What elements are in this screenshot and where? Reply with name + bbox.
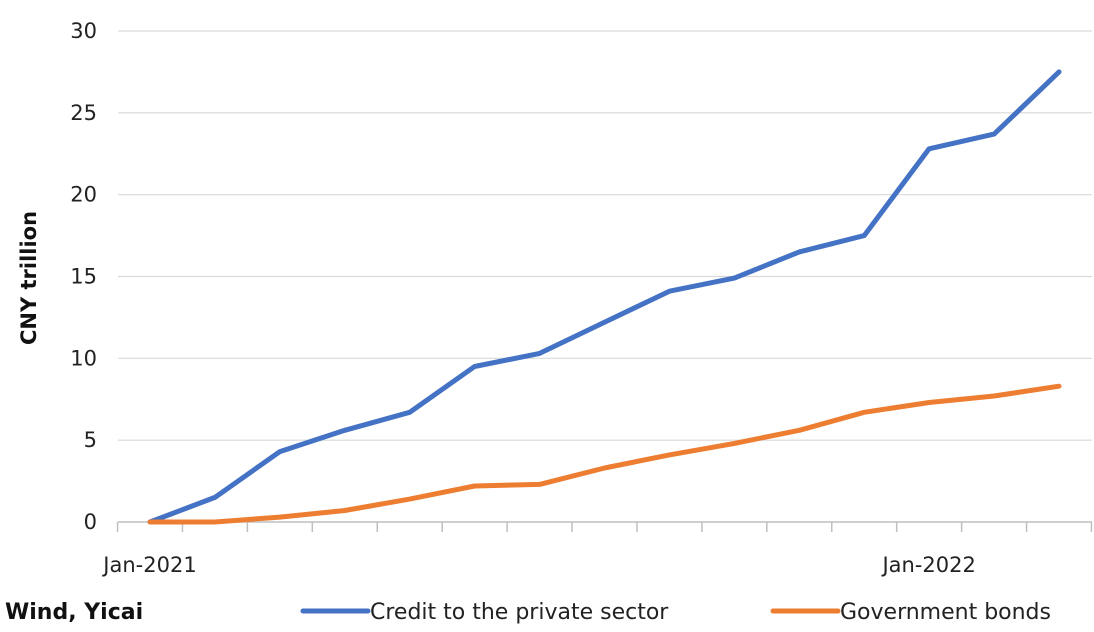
x-tick-label: Jan-2021 [101, 553, 196, 577]
series-line-credit-private-sector [147, 69, 1062, 525]
y-tick-label: 5 [84, 428, 97, 452]
y-axis-title: CNY trillion [17, 211, 41, 345]
legend-label: Credit to the private sector [370, 600, 669, 625]
x-tick-label: Jan-2022 [880, 553, 975, 577]
y-tick-label: 25 [70, 101, 97, 125]
x-axis-tick-labels: Jan-2021 Jan-2022 [101, 553, 976, 577]
gridlines [118, 30, 1092, 441]
y-tick-label: 15 [70, 265, 97, 289]
source-note: Wind, Yicai [5, 600, 143, 625]
x-axis [116, 521, 1093, 532]
legend-label: Government bonds [840, 600, 1051, 625]
y-tick-label: 30 [70, 19, 97, 43]
y-axis-tick-labels: 0 5 10 15 20 25 30 [70, 19, 97, 534]
series-lines [147, 69, 1062, 525]
y-tick-label: 10 [70, 346, 97, 370]
legend: Credit to the private sector Government b… [300, 600, 1051, 625]
y-tick-label: 0 [84, 510, 97, 534]
y-tick-label: 20 [70, 183, 97, 207]
series-line-government-bonds [147, 383, 1062, 525]
